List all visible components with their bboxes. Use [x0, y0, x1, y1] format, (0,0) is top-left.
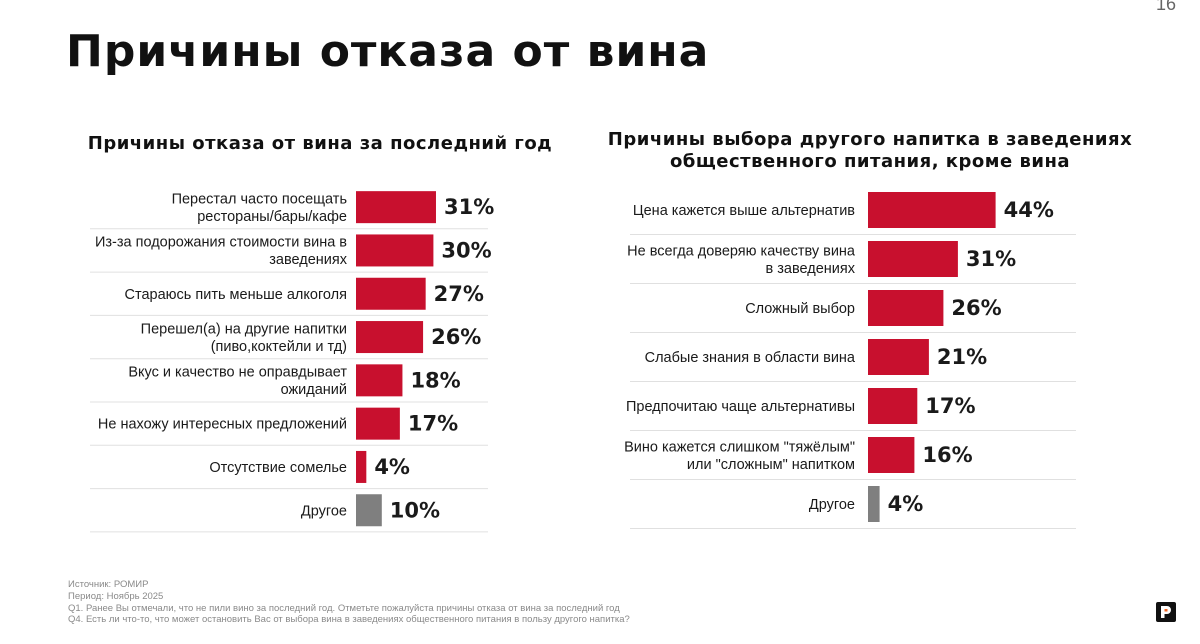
footnote-q1: Q1. Ранее Вы отмечали, что не пили вино … [68, 602, 620, 614]
category-label-5: Вкус и качество не оправдывает ожиданий [128, 365, 347, 399]
value-label-5: 17% [925, 394, 975, 418]
value-label-4: 26% [431, 325, 481, 349]
category-label-2: Из-за подорожания стоимости вина в заведе… [95, 235, 348, 269]
left-bar-chart: 31% Перестал часто посещать рестораны/бары… [90, 191, 494, 533]
category-label-3: Стараюсь пить меньше алкоголя [125, 287, 347, 303]
left-chart-title: Причины отказа от вина за последний год [87, 133, 553, 154]
category-label-8: Другое [301, 503, 347, 519]
bar-2 [868, 241, 958, 277]
value-label-6: 17% [408, 412, 458, 436]
category-label-2: Не всегда доверяю качеству вина в заведен… [627, 243, 856, 277]
footnote-source: Источник: РОМИР [68, 579, 149, 590]
footnote-period: Период: Ноябрь 2025 [68, 590, 164, 602]
romir-logo-icon [1156, 602, 1176, 622]
bar-5 [868, 388, 918, 424]
page-number: 16 [1155, 0, 1176, 14]
category-label-1: Перестал часто посещать рестораны/бары/ка… [172, 191, 347, 225]
category-label-6: Не нахожу интересных предложений [98, 417, 347, 433]
value-label-1: 44% [1004, 198, 1054, 222]
category-label-1: Цена кажется выше альтернатив [633, 203, 855, 219]
category-label-3: Сложный выбор [745, 301, 855, 317]
bar-4 [356, 321, 424, 354]
bar-2 [356, 234, 434, 267]
bar-5 [356, 364, 403, 397]
category-label-7: Отсутствие сомелье [209, 460, 347, 476]
footnote-q4: Q4. Есть ли что-то, что может остановить… [68, 614, 630, 626]
value-label-3: 26% [951, 296, 1001, 320]
category-label-4: Перешел(а) на другие напитки (пиво,коктей… [141, 321, 347, 355]
value-label-2: 31% [966, 247, 1016, 271]
value-label-6: 16% [922, 443, 972, 467]
value-label-7: 4% [888, 492, 924, 516]
value-label-5: 18% [410, 368, 460, 392]
category-label-5: Предпочитаю чаще альтернативы [626, 399, 855, 415]
bar-7 [868, 486, 880, 522]
category-label-7: Другое [809, 497, 855, 513]
value-label-7: 4% [374, 455, 410, 479]
value-label-2: 30% [441, 238, 491, 262]
footnotes: Источник: РОМИР Период: Ноябрь 2025 Q1. … [68, 579, 630, 626]
bar-1 [356, 191, 436, 224]
page-title: Причины отказа от вина [66, 26, 710, 77]
value-label-8: 10% [390, 498, 440, 522]
value-label-3: 27% [434, 282, 484, 306]
bar-1 [868, 192, 996, 228]
category-label-6: Вино кажется слишком "тяжёлым" или "сложн… [624, 439, 855, 473]
bar-3 [868, 290, 944, 326]
category-label-4: Слабые знания в области вина [645, 350, 856, 366]
bar-4 [868, 339, 929, 375]
bar-6 [868, 437, 915, 473]
bar-8 [356, 494, 382, 527]
bar-3 [356, 277, 426, 310]
value-label-1: 31% [444, 195, 494, 219]
bar-7 [356, 450, 367, 483]
bar-6 [356, 407, 400, 440]
right-bar-chart: 44% Цена кажется выше альтернатив 31% Не вс… [624, 192, 1076, 529]
right-chart-title: Причины выбора другого напитка в заведен… [607, 129, 1133, 172]
value-label-4: 21% [937, 345, 987, 369]
